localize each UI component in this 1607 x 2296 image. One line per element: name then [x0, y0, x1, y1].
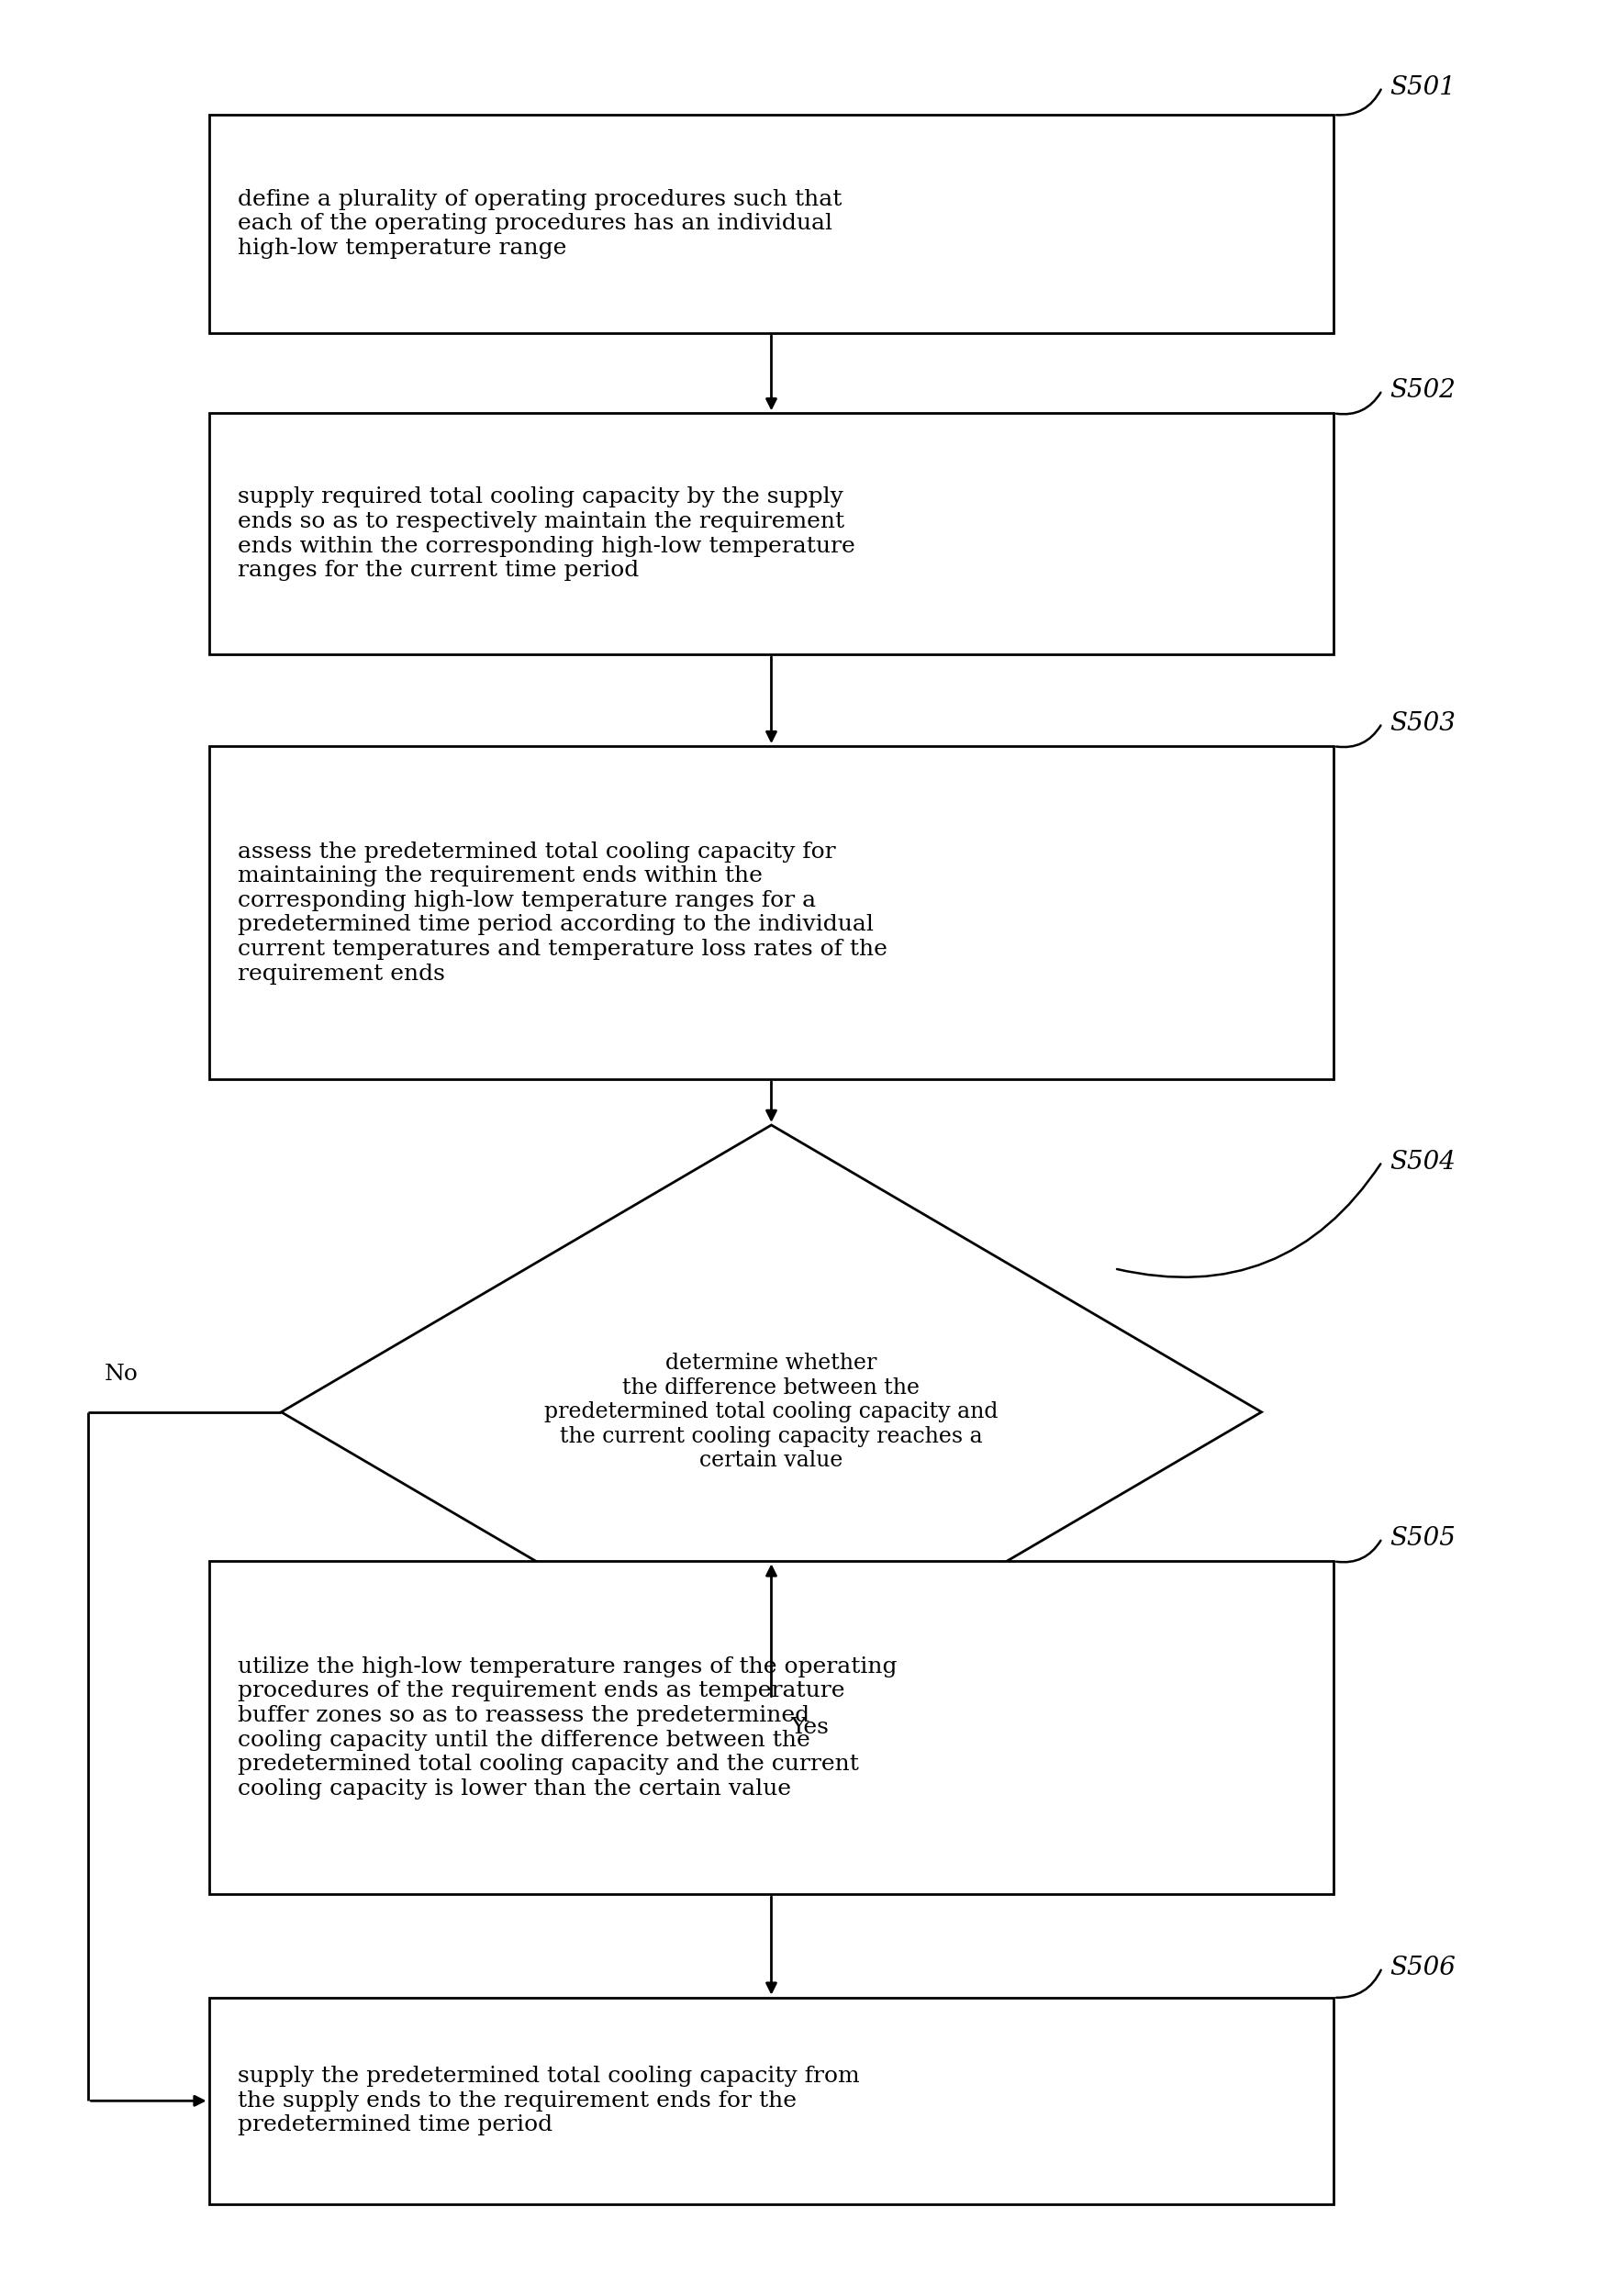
Text: supply required total cooling capacity by the supply
ends so as to respectively : supply required total cooling capacity b…: [238, 487, 855, 581]
Text: S505: S505: [1390, 1527, 1456, 1550]
Text: determine whether
the difference between the
predetermined total cooling capacit: determine whether the difference between…: [545, 1352, 998, 1472]
Text: supply the predetermined total cooling capacity from
the supply ends to the requ: supply the predetermined total cooling c…: [238, 2066, 860, 2135]
Text: Yes: Yes: [791, 1717, 829, 1738]
Text: utilize the high-low temperature ranges of the operating
procedures of the requi: utilize the high-low temperature ranges …: [238, 1655, 897, 1800]
Text: S501: S501: [1390, 76, 1456, 99]
Text: assess the predetermined total cooling capacity for
maintaining the requirement : assess the predetermined total cooling c…: [238, 840, 887, 985]
Text: define a plurality of operating procedures such that
each of the operating proce: define a plurality of operating procedur…: [238, 188, 842, 259]
Text: S506: S506: [1390, 1956, 1456, 1979]
Text: S502: S502: [1390, 379, 1456, 402]
Bar: [209, 115, 1334, 333]
Text: S504: S504: [1390, 1150, 1456, 1173]
Bar: [209, 413, 1334, 654]
Bar: [209, 1998, 1334, 2204]
Polygon shape: [281, 1125, 1261, 1699]
Text: S503: S503: [1390, 712, 1456, 735]
Bar: [209, 1561, 1334, 1894]
Bar: [209, 746, 1334, 1079]
Text: No: No: [104, 1364, 138, 1384]
